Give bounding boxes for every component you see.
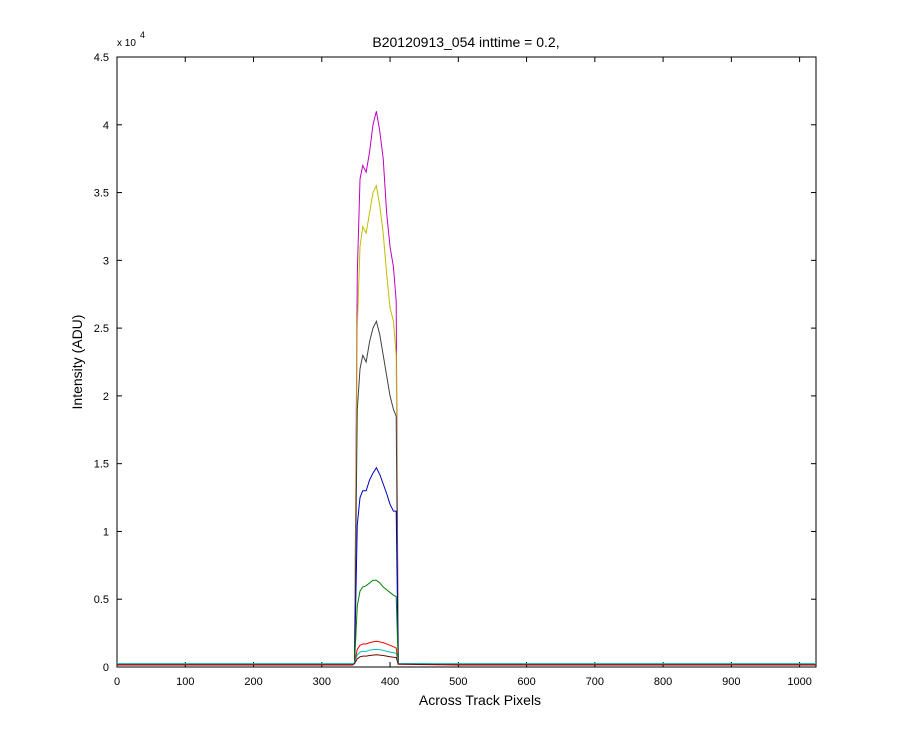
data-line [117,654,816,666]
x-tick-label: 500 [449,676,467,688]
plot-area [116,56,817,668]
x-tick-label: 600 [517,676,535,688]
x-tick-label: 900 [722,676,740,688]
y-axis-label: Intensity (ADU) [69,315,85,410]
y-tick-label: 0 [103,662,109,674]
y-tick-label: 3 [103,255,109,267]
y-tick-label: 3.5 [94,188,109,200]
y-tick-label: 2 [103,391,109,403]
x-tick-label: 800 [654,676,672,688]
chart-title: B20120913_054 inttime = 0.2, [372,34,559,50]
y-multiplier: x 10 [117,38,136,49]
x-axis-label: Across Track Pixels [419,692,541,708]
x-tick-label: 700 [586,676,604,688]
x-tick-label: 300 [313,676,331,688]
data-line [117,640,816,665]
data-line [117,648,816,665]
x-tick-label: 400 [381,676,399,688]
x-tick-label: 200 [244,676,262,688]
y-tick-label: 4.5 [94,52,109,64]
y-tick-label: 1 [103,526,109,538]
y-tick-label: 1.5 [94,459,109,471]
y-tick-label: 4 [103,120,109,132]
x-tick-label: 1000 [787,676,811,688]
x-tick-label: 100 [176,676,194,688]
y-tick-label: 0.5 [94,594,109,606]
y-tick-label: 2.5 [94,323,109,335]
y-multiplier-exponent: 4 [140,30,145,40]
x-tick-label: 0 [114,676,120,688]
